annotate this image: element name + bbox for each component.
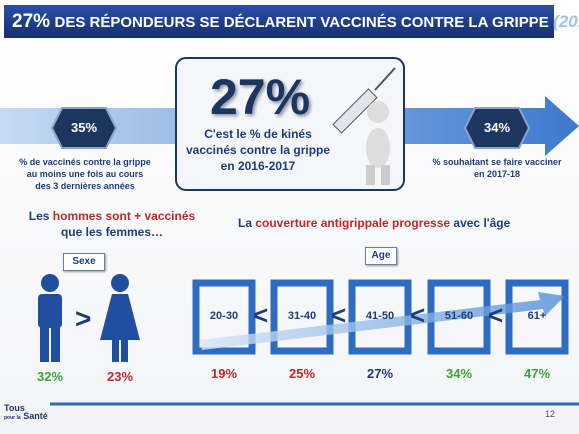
- age-value: 27%: [366, 366, 394, 381]
- logo-word: Santé: [23, 411, 48, 421]
- title-bar: [4, 5, 554, 38]
- age-value: 19%: [210, 366, 238, 381]
- hexagon-right: [463, 107, 531, 149]
- title-period: (2016-17): [553, 12, 579, 31]
- comparator: <: [331, 300, 347, 330]
- women-value: 23%: [106, 369, 134, 384]
- logo-word: pour la: [4, 415, 21, 421]
- woman-icon: [100, 274, 140, 362]
- man-icon: [38, 274, 62, 362]
- left-value: 35%: [70, 120, 98, 135]
- hexagon-left: [50, 107, 118, 149]
- logo: Tous pour la Santé: [4, 404, 48, 422]
- men-value: 32%: [36, 369, 64, 384]
- right-value: 34%: [483, 120, 511, 135]
- center-box: [175, 57, 405, 191]
- heading-highlight: couverture antigrippale progresse: [255, 216, 451, 230]
- center-value: 27%: [209, 69, 311, 125]
- right-text: % souhaitant se faire vacciner en 2017-1…: [432, 157, 562, 179]
- heading-part: que les femmes…: [60, 225, 164, 239]
- age-range: 61+: [527, 310, 547, 322]
- logo-word: Tous: [4, 403, 25, 413]
- title: 27% DES RÉPONDEURS SE DÉCLARENT VACCINÉS…: [12, 11, 579, 33]
- sex-label: Sexe: [63, 253, 105, 271]
- syringe-figure: [332, 67, 396, 185]
- age-range: 20-30: [209, 310, 239, 322]
- title-highlight: 27%: [12, 11, 51, 32]
- left-text: % de vaccinés contre la grippe au moins …: [19, 157, 151, 191]
- comparator: <: [410, 300, 426, 330]
- age-label: Age: [365, 247, 397, 265]
- page-number: 12: [545, 409, 556, 419]
- heading-highlight: hommes sont + vaccinés: [52, 209, 196, 223]
- heading-part: avec l'âge: [450, 216, 511, 230]
- sex-heading: Les hommes sont + vaccinés que les femme…: [22, 208, 202, 240]
- center-text: C'est le % de kinés vaccinés contre la g…: [185, 127, 331, 173]
- comparator: <: [253, 300, 269, 330]
- age-range: 31-40: [287, 310, 317, 322]
- comparator: >: [75, 303, 92, 334]
- age-range: 51-60: [444, 310, 474, 322]
- age-value: 47%: [523, 366, 551, 381]
- title-text: DES RÉPONDEURS SE DÉCLARENT VACCINÉS CON…: [54, 14, 549, 31]
- age-range: 41-50: [365, 310, 395, 322]
- age-value: 34%: [445, 366, 473, 381]
- comparator: <: [488, 300, 504, 330]
- age-value: 25%: [288, 366, 316, 381]
- heading-part: La: [238, 216, 256, 230]
- age-heading: La couverture antigrippale progresse ave…: [238, 216, 510, 230]
- age-arrow: [200, 292, 565, 350]
- heading-part: Les: [28, 209, 53, 223]
